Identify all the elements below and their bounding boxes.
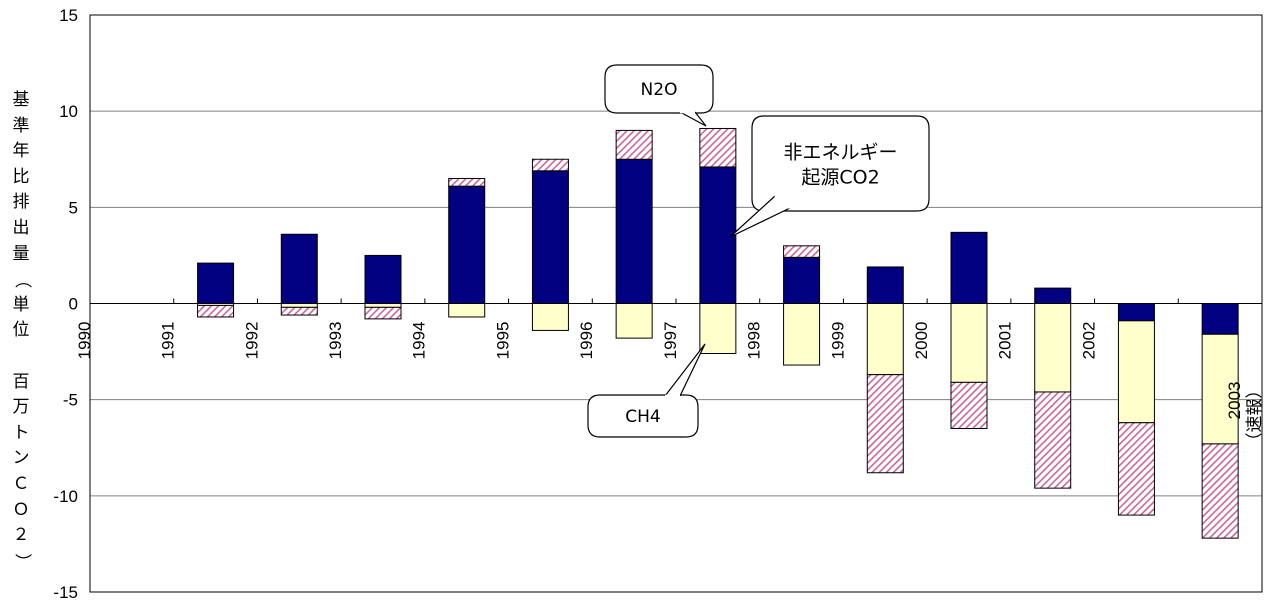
bar-segment-co2 xyxy=(1201,303,1239,335)
bar-segment-n2o xyxy=(448,177,486,187)
y-axis-label-char: 量 xyxy=(12,243,30,264)
bar-segment-ch4 xyxy=(280,303,318,308)
bar-segment-co2 xyxy=(531,170,569,304)
bar-segment-ch4 xyxy=(448,303,486,318)
y-axis-label-char: 準 xyxy=(12,115,30,136)
bar-segment-n2o xyxy=(866,374,904,474)
callout-ch4-label: CH4 xyxy=(625,407,660,427)
y-axis-label-char: 単 xyxy=(12,294,30,315)
y-tick-label: -15 xyxy=(53,583,78,602)
x-tick-label: 2000 xyxy=(912,322,931,360)
bar-segment-n2o xyxy=(783,245,821,258)
bar-segment-n2o xyxy=(950,381,988,430)
y-axis-label-char: 万 xyxy=(12,397,30,418)
bar-segment-n2o xyxy=(280,306,318,316)
callout-ch4-pointer xyxy=(664,343,706,397)
bar-segment-ch4 xyxy=(531,303,569,331)
x-tick-label: 1999 xyxy=(828,322,847,360)
bar-segment-ch4 xyxy=(699,303,737,355)
x-tick-label: 1998 xyxy=(745,322,764,360)
x-tick-label: 1993 xyxy=(326,322,345,360)
bar-segment-n2o xyxy=(364,306,402,320)
callout-co2-pointer xyxy=(729,195,791,238)
x-tick-label: 1994 xyxy=(410,322,429,360)
y-axis-label-char: 比 xyxy=(12,166,30,187)
x-tick-label: 2002 xyxy=(1079,322,1098,360)
y-axis-label-char: 年 xyxy=(12,141,30,162)
y-axis-label-char: 位 xyxy=(12,320,30,341)
bar-segment-co2 xyxy=(699,166,737,304)
y-tick-label: 5 xyxy=(69,198,78,217)
y-axis-label-char: Ｃ xyxy=(12,473,30,494)
callout-n2o-label: N2O xyxy=(641,80,678,100)
bar-segment-n2o xyxy=(531,158,569,172)
bar-segment-co2 xyxy=(448,185,486,304)
bar-segment-n2o xyxy=(1034,391,1072,489)
y-axis-label: 基準年比排出量（単位 百万トン Ｃ Ｏ ２） xyxy=(8,88,34,574)
bar-segment-ch4 xyxy=(866,303,904,376)
bar-segment-ch4 xyxy=(1034,303,1072,393)
x-tick-label: 1990 xyxy=(75,322,94,360)
y-tick-label: 0 xyxy=(69,295,78,314)
x-tick-label: 1995 xyxy=(493,322,512,360)
bar-segment-co2 xyxy=(783,256,821,304)
y-axis-label-char: 出 xyxy=(12,217,30,238)
bar-segment-ch4 xyxy=(783,303,821,366)
bar-segment-n2o xyxy=(1201,443,1239,539)
y-tick-label: -10 xyxy=(53,487,78,506)
y-axis-label-char: Ｏ xyxy=(12,499,30,520)
bar-segment-n2o xyxy=(615,129,653,160)
bar-segment-co2 xyxy=(364,254,402,305)
bar-segment-ch4 xyxy=(1117,320,1155,424)
bar-segment-co2 xyxy=(197,262,235,304)
y-axis-label-char: 基 xyxy=(12,90,30,110)
bar-segment-co2 xyxy=(1117,303,1155,322)
x-tick-label: 1991 xyxy=(159,322,178,360)
callout-ch4-box xyxy=(587,394,699,438)
y-axis-label-char: 百 xyxy=(12,371,30,392)
x-tick-label: 1997 xyxy=(661,322,680,360)
callout-n2o-pointer xyxy=(679,111,707,127)
y-axis-label-char: 排 xyxy=(12,192,30,213)
bar-segment-ch4 xyxy=(950,303,988,383)
y-tick-label: -5 xyxy=(63,391,78,410)
bar-segment-co2 xyxy=(1034,287,1072,305)
bar-segment-ch4 xyxy=(1201,333,1239,445)
x-tick-label: 1992 xyxy=(242,322,261,360)
y-axis-label-char: ２ xyxy=(12,525,30,546)
x-tick-label: 2001 xyxy=(996,322,1015,360)
x-tick-label: 1996 xyxy=(577,322,596,360)
y-tick-label: 15 xyxy=(59,6,78,25)
bar-segment-n2o xyxy=(1117,422,1155,516)
bar-segment-ch4 xyxy=(364,303,402,308)
callout-co2-label: 非エネルギー起源CO2 xyxy=(783,142,897,189)
x-tick-label: 2003（速報） xyxy=(1225,382,1264,450)
bar-segment-ch4 xyxy=(615,303,653,339)
bar-segment-co2 xyxy=(615,158,653,304)
bar-segment-co2 xyxy=(866,266,904,304)
bar-segment-n2o xyxy=(197,304,235,318)
y-tick-label: 10 xyxy=(59,102,78,121)
y-axis-label-char: ン xyxy=(12,448,30,469)
bar-segment-co2 xyxy=(950,231,988,304)
bar-segment-co2 xyxy=(280,233,318,304)
y-axis-label-char: ト xyxy=(12,422,30,443)
callout-n2o-box xyxy=(604,64,714,114)
callout-co2-box xyxy=(751,115,930,212)
bar-segment-n2o xyxy=(699,127,737,168)
